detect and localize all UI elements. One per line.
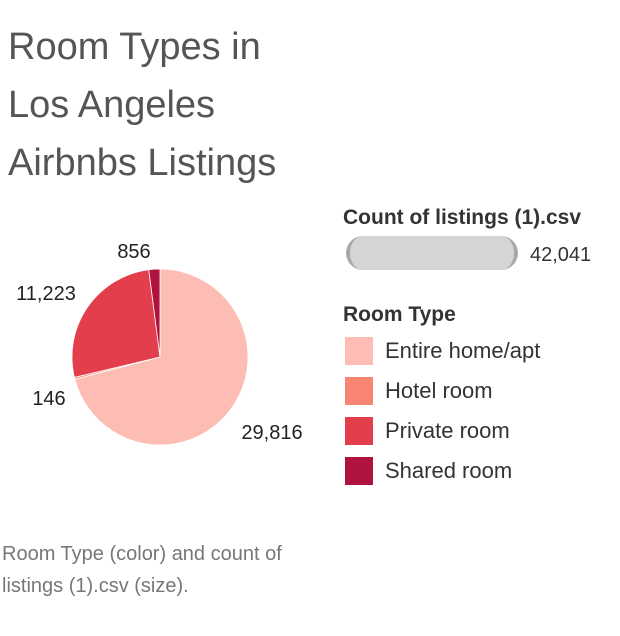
color-legend-title: Room Type [343, 303, 456, 326]
data-label-entire-home: 29,816 [241, 422, 302, 444]
data-label-hotel-room: 146 [32, 388, 65, 410]
color-legend: Entire home/apt Hotel room Private room … [345, 336, 540, 496]
legend-label-shared-room: Shared room [385, 458, 513, 483]
pie-slice-entire-home[interactable] [74, 268, 249, 446]
chart-caption: Room Type (color) and count of listings … [2, 543, 282, 597]
legend-swatch-entire-home [345, 337, 373, 365]
pie-slice-private-room[interactable] [71, 269, 161, 378]
legend-item-shared-room[interactable]: Shared room [345, 456, 540, 486]
pie-slice-shared-room[interactable] [148, 268, 161, 358]
legend-item-hotel-room[interactable]: Hotel room [345, 376, 540, 406]
data-label-shared-room: 856 [117, 241, 150, 263]
pie-chart: 29,816 146 11,223 856 [16, 241, 303, 446]
legend-swatch-private-room [345, 417, 373, 445]
legend-item-private-room[interactable]: Private room [345, 416, 540, 446]
legend-label-hotel-room: Hotel room [385, 378, 493, 403]
size-legend-pill [346, 236, 518, 270]
chart-title: Room Types in Los Angeles Airbnbs Listin… [8, 18, 338, 192]
legend-swatch-hotel-room [345, 377, 373, 405]
chart-title-line-2: Los Angeles [8, 84, 216, 126]
legend-swatch-shared-room [345, 457, 373, 485]
size-legend-value: 42,041 [530, 244, 592, 266]
chart-title-line-3: Airbnbs Listings [8, 142, 277, 184]
legend-label-private-room: Private room [385, 418, 510, 443]
legend-item-entire-home[interactable]: Entire home/apt [345, 336, 540, 366]
legend-label-entire-home: Entire home/apt [385, 338, 541, 363]
size-legend-title: Count of listings (1).csv [343, 206, 582, 229]
chart-title-line-1: Room Types in [8, 26, 261, 68]
data-label-private-room: 11,223 [16, 283, 76, 305]
